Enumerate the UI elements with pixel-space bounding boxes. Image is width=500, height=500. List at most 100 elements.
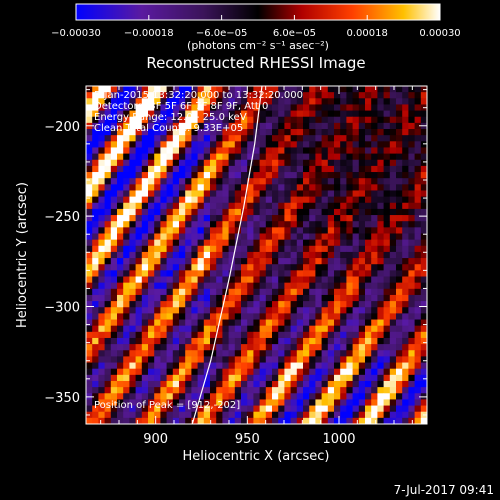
heatmap-cell [197,122,205,130]
heatmap-cell [185,184,192,191]
heatmap-cell [358,86,366,93]
heatmap-cell [296,221,304,228]
heatmap-cell [296,184,304,191]
heatmap-cell [247,387,254,394]
heatmap-cell [420,399,428,406]
heatmap-cell [396,165,403,173]
heatmap-cell [148,270,155,277]
heatmap-cell [321,344,329,351]
heatmap-cell [216,405,223,413]
heatmap-cell [284,86,291,93]
heatmap-cell [241,86,248,93]
heatmap-cell [272,288,279,296]
heatmap-cell [303,294,310,302]
heatmap-cell [309,393,316,400]
heatmap-cell [253,86,260,93]
heatmap-cell [98,86,105,93]
heatmap-cell [259,165,267,173]
heatmap-cell [228,196,236,204]
heatmap-cell [259,202,267,210]
heatmap-cell [154,264,161,271]
heatmap-cell [104,258,112,265]
heatmap-cell [222,417,229,425]
heatmap-cell [160,122,167,130]
heatmap-cell [92,264,99,271]
heatmap-cell [185,196,192,204]
heatmap-cell [265,399,273,406]
heatmap-cell [222,356,229,363]
heatmap-cell [210,116,217,124]
heatmap-cell [315,313,322,320]
heatmap-cell [253,356,260,363]
heatmap-cell [247,202,254,210]
heatmap-cell [334,227,341,234]
heatmap-cell [358,325,366,333]
heatmap-cell [234,411,242,419]
heatmap-cell [185,245,192,253]
heatmap-cell [228,313,236,320]
heatmap-cell [408,202,415,210]
heatmap-cell [290,405,298,413]
heatmap-cell [265,288,273,296]
heatmap-cell [265,116,273,124]
heatmap-cell [98,362,105,370]
heatmap-cell [247,368,254,376]
y-tick-labels: −200−250−300−350 [44,120,80,406]
heatmap-cell [234,344,242,351]
heatmap-cell [92,215,99,222]
heatmap-cell [117,325,124,333]
heatmap-cell [315,116,322,124]
heatmap-cell [104,393,112,400]
heatmap-cell [309,129,316,136]
heatmap-cell [396,227,403,234]
heatmap-cell [129,129,136,136]
heatmap-cell [166,344,174,351]
heatmap-cell [234,202,242,210]
heatmap-cell [216,251,223,259]
heatmap-cell [234,307,242,314]
heatmap-cell [315,135,322,142]
heatmap-cell [402,208,409,216]
heatmap-cell [154,129,161,136]
heatmap-cell [197,251,205,259]
heatmap-cell [396,325,403,333]
heatmap-cell [241,411,248,419]
heatmap-cell [172,172,180,179]
heatmap-cell [365,165,372,173]
heatmap-cell [259,337,267,345]
heatmap-cell [389,331,397,339]
heatmap-cell [210,86,217,93]
heatmap-cell [98,178,105,185]
heatmap-cell [129,215,136,222]
heatmap-cell [259,153,267,161]
heatmap-cell [234,104,242,111]
heatmap-cell [346,399,353,406]
heatmap-cell [290,227,298,234]
heatmap-cell [222,399,229,406]
heatmap-cell [141,264,149,271]
heatmap-cell [383,313,391,320]
heatmap-cell [203,380,211,388]
heatmap-cell [272,399,279,406]
heatmap-cell [135,221,143,228]
heatmap-cell [408,110,415,118]
heatmap-cell [383,405,391,413]
heatmap-cell [389,417,397,425]
heatmap-cell [123,405,130,413]
heatmap-cell [129,227,136,234]
heatmap-cell [420,258,428,265]
heatmap-cell [160,258,167,265]
heatmap-cell [396,172,403,179]
heatmap-cell [129,307,136,314]
heatmap-cell [110,405,118,413]
heatmap-cell [166,288,174,296]
heatmap-cell [216,356,223,363]
heatmap-cell [352,337,360,345]
heatmap-cell [321,245,329,253]
heatmap-cell [210,325,217,333]
heatmap-cell [191,313,198,320]
heatmap-cell [284,325,291,333]
heatmap-cell [179,165,186,173]
heatmap-cell [123,221,130,228]
heatmap-cell [315,294,322,302]
